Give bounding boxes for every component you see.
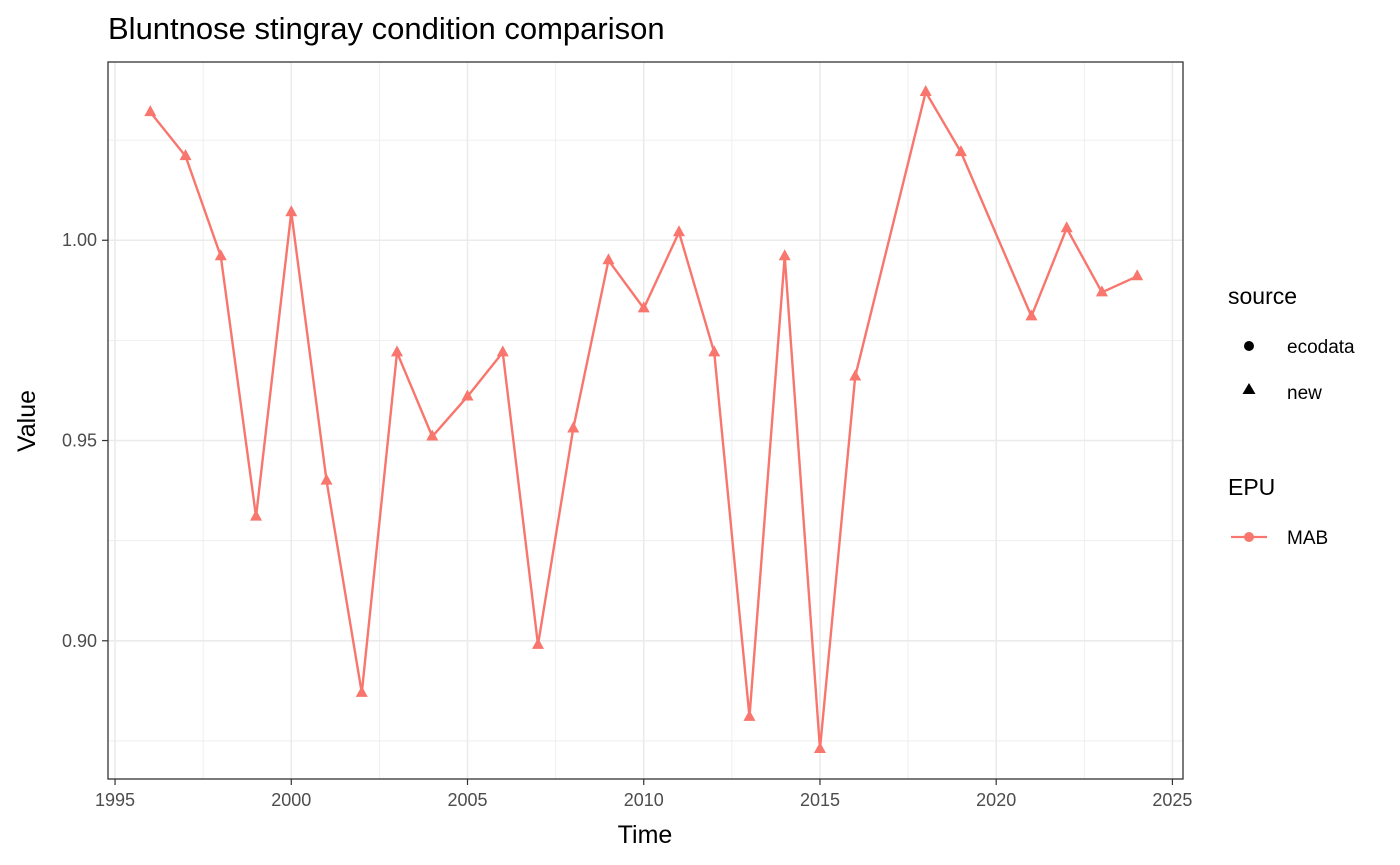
y-axis-title: Value <box>13 390 41 452</box>
legend-key-ecodata <box>1244 341 1254 351</box>
data-point <box>602 253 615 265</box>
chart-title: Bluntnose stingray condition comparison <box>108 11 665 46</box>
data-point <box>214 249 227 261</box>
data-point <box>778 249 791 261</box>
data-point <box>1095 285 1108 297</box>
data-point <box>355 685 368 697</box>
y-tick-label: 1.00 <box>62 230 97 250</box>
x-tick-label: 1995 <box>95 790 135 810</box>
data-point <box>1060 221 1073 233</box>
data-point <box>250 509 263 521</box>
data-point <box>743 709 756 721</box>
x-tick-label: 2025 <box>1152 790 1192 810</box>
x-tick-label: 2020 <box>976 790 1016 810</box>
x-tick-label: 2000 <box>271 790 311 810</box>
grid-major <box>108 62 1183 779</box>
data-point <box>144 105 157 117</box>
data-point <box>672 225 685 237</box>
legend-label-ecodata: ecodata <box>1287 337 1355 358</box>
data-point <box>496 345 509 357</box>
series-points <box>144 85 1144 753</box>
data-point <box>1025 309 1038 321</box>
grid-minor <box>108 62 1183 779</box>
data-point <box>461 389 474 401</box>
data-point <box>637 301 650 313</box>
legend-label-mab: MAB <box>1287 528 1328 549</box>
data-point <box>532 637 544 649</box>
data-point <box>567 421 580 433</box>
plot-area <box>107 61 1184 780</box>
x-tick-label: 2005 <box>447 790 487 810</box>
data-point <box>320 473 333 485</box>
x-axis: 1995 2000 2005 2010 2015 2020 2025 <box>95 779 1192 810</box>
data-point <box>179 149 192 161</box>
data-point <box>708 345 721 357</box>
data-point <box>849 369 862 381</box>
panel-border <box>107 61 1184 780</box>
panel-background <box>108 62 1183 779</box>
data-point <box>813 741 826 753</box>
data-point <box>391 345 404 357</box>
legend-label-new: new <box>1287 383 1322 404</box>
y-axis: 0.90 0.95 1.00 <box>62 230 108 651</box>
legend-key-new <box>1242 383 1256 394</box>
legend: source ecodata new EPU MAB <box>1228 283 1355 549</box>
x-axis-title: Time <box>618 821 673 849</box>
y-tick-label: 0.90 <box>62 631 97 651</box>
legend-title-source: source <box>1228 283 1297 309</box>
y-tick-label: 0.95 <box>62 431 97 451</box>
data-point <box>1131 269 1144 281</box>
data-point <box>954 145 967 157</box>
data-point <box>285 205 298 217</box>
legend-title-epu: EPU <box>1228 474 1275 500</box>
data-point <box>426 429 439 441</box>
legend-key-mab-point <box>1244 532 1254 542</box>
data-point <box>919 85 932 97</box>
x-tick-label: 2015 <box>800 790 840 810</box>
x-tick-label: 2010 <box>624 790 664 810</box>
